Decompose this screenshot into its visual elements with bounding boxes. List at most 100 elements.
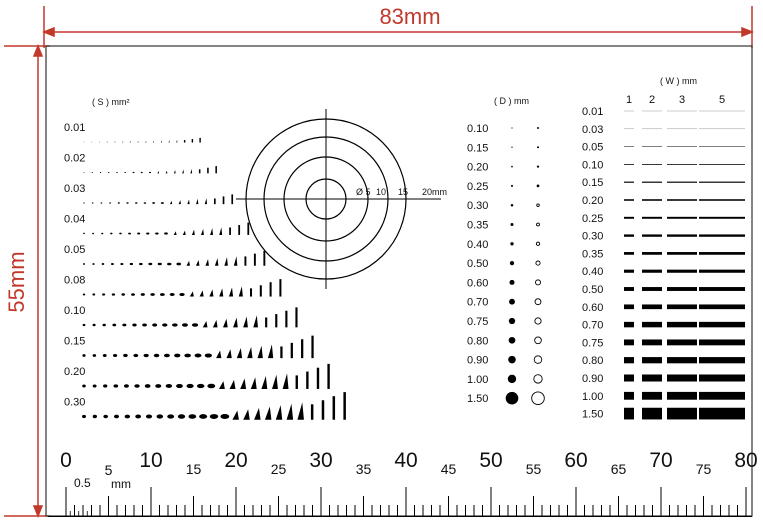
area-marks-row-8: [82, 363, 330, 389]
ruler-major-label-8: 80: [734, 449, 757, 472]
diameter-open-dot-7: [535, 260, 541, 266]
diameter-open-dot-9: [534, 298, 542, 306]
width-bars-row-2: [624, 146, 745, 147]
diameter-filled-dot-9: [509, 298, 515, 305]
width-label: 83mm: [379, 4, 440, 29]
diameter-open-dot-8: [535, 279, 541, 286]
ruler-major-label-5: 50: [479, 449, 502, 472]
diameter-label-13: 1.00: [467, 374, 488, 386]
target-label-2: 15: [398, 187, 408, 197]
ruler-major-label-3: 30: [309, 449, 332, 472]
width-label-17: 1.50: [582, 409, 603, 421]
diameter-filled-dot-1: [511, 146, 513, 148]
height-dimension: [4, 43, 50, 519]
diameter-open-dot-14: [531, 391, 545, 405]
ruler-major-label-2: 20: [224, 449, 247, 472]
diameter-rows: 0.10 0.15 0.20 0.25 0.30 0.35 0.40 0.50 0.60 0.70…: [467, 123, 545, 405]
diameter-label-10: 0.75: [467, 316, 488, 328]
area-label-5: 0.08: [64, 275, 85, 287]
area-label-3: 0.04: [64, 214, 85, 226]
ruler-minor-label-3: 35: [356, 461, 372, 477]
ruler-major-label-1: 10: [139, 449, 162, 472]
diameter-open-dot-6: [535, 241, 541, 246]
width-rows: 1 2 3 5 0.01 0.03 0.05 0.10 0.15 0.20 0.25 0.30 0.35…: [582, 94, 745, 421]
width-label-8: 0.35: [582, 248, 603, 260]
diameter-label-3: 0.25: [467, 181, 488, 193]
diameter-label-12: 0.90: [467, 355, 488, 367]
diameter-open-dot-10: [534, 317, 542, 325]
width-bars-row-17: [624, 407, 745, 420]
width-label-1: 0.03: [582, 124, 603, 136]
width-bars-row-10: [624, 287, 745, 291]
target-label-1: 10: [376, 187, 386, 197]
ruler-major-label-4: 40: [394, 449, 417, 472]
ruler-major-label-0: 0: [60, 449, 72, 472]
ruler-unit-label: mm: [111, 477, 131, 491]
width-label-16: 1.00: [582, 391, 603, 403]
width-label-7: 0.30: [582, 231, 603, 243]
area-label-1: 0.02: [64, 153, 85, 165]
width-column-2: 3: [679, 94, 685, 106]
diameter-label-9: 0.70: [467, 297, 488, 309]
area-label-2: 0.03: [64, 183, 85, 195]
diameter-filled-dot-0: [511, 127, 513, 129]
ruler-minor-label-6: 65: [611, 461, 627, 477]
diameter-header: ( D ) mm: [494, 96, 529, 106]
area-marks-row-0: [83, 137, 201, 143]
ruler-major-label-6: 60: [564, 449, 587, 472]
diameter-filled-dot-4: [510, 203, 514, 207]
width-column-3: 5: [719, 94, 725, 106]
diameter-filled-dot-3: [510, 184, 514, 187]
diameter-open-dot-4: [536, 203, 540, 207]
diameter-label-14: 1.50: [467, 393, 488, 405]
diameter-open-dot-11: [534, 336, 542, 345]
width-bars-row-0: [624, 110, 745, 112]
width-bars-row-16: [624, 391, 745, 400]
area-marks-row-5: [82, 279, 282, 297]
height-label: 55mm: [4, 251, 29, 312]
width-label-2: 0.05: [582, 142, 603, 154]
diameter-label-5: 0.35: [467, 220, 488, 232]
area-marks-row-3: [83, 222, 250, 235]
width-bars-row-12: [624, 321, 745, 328]
diameter-filled-dot-13: [507, 374, 517, 384]
area-marks-row-9: [82, 392, 346, 420]
width-column-0: 1: [626, 94, 632, 106]
width-bars-row-6: [624, 216, 745, 219]
ruler-minor-label-5: 55: [526, 461, 542, 477]
width-label-9: 0.40: [582, 266, 603, 278]
ruler-half-label: 0.5: [74, 476, 91, 490]
diameter-open-dot-2: [536, 165, 540, 168]
diameter-filled-dot-6: [510, 242, 514, 246]
width-bars-row-5: [624, 199, 745, 201]
width-label-5: 0.20: [582, 195, 603, 207]
width-bars-row-1: [624, 128, 745, 130]
width-bars-row-13: [624, 339, 745, 346]
width-dimension: [41, 6, 755, 48]
slide-border: [45, 45, 753, 517]
diameter-label-1: 0.15: [467, 142, 488, 154]
diameter-open-dot-3: [536, 184, 540, 188]
width-header: ( W ) mm: [660, 76, 697, 86]
diameter-filled-dot-11: [508, 336, 516, 344]
width-bars-row-11: [624, 304, 745, 310]
width-label-6: 0.25: [582, 213, 603, 225]
diameter-open-dot-5: [536, 222, 540, 227]
width-bars-row-15: [624, 374, 745, 382]
width-bars-row-14: [624, 357, 745, 364]
area-marks-row-2: [83, 194, 234, 205]
diameter-label-11: 0.80: [467, 335, 488, 347]
diameter-open-dot-12: [533, 355, 543, 364]
width-label-13: 0.75: [582, 337, 603, 349]
diameter-label-8: 0.60: [467, 277, 488, 289]
diameter-filled-dot-7: [509, 261, 515, 266]
width-bars-row-7: [624, 234, 745, 237]
area-label-0: 0.01: [64, 122, 85, 134]
target-label-0: Ø 5: [356, 187, 371, 197]
diameter-open-dot-0: [537, 127, 539, 129]
width-label-0: 0.01: [582, 106, 603, 118]
width-label-12: 0.70: [582, 320, 603, 332]
width-bars-row-4: [624, 181, 745, 183]
width-label-3: 0.10: [582, 159, 603, 171]
